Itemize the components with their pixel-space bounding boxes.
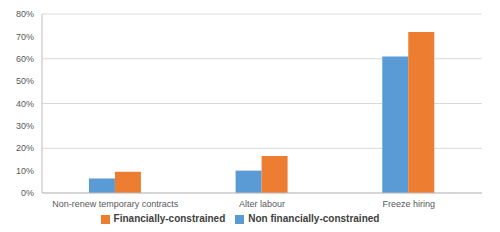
- svg-text:0%: 0%: [21, 188, 34, 198]
- html-text:Non financially-constrained: Non financially-constrained: [248, 213, 380, 224]
- svg-text:10%: 10%: [16, 166, 34, 176]
- svg-text:40%: 40%: [16, 99, 34, 109]
- svg-text:60%: 60%: [16, 54, 34, 64]
- svg-text:Freeze hiring: Freeze hiring: [382, 199, 435, 209]
- svg-text:20%: 20%: [16, 143, 34, 153]
- svg-text:70%: 70%: [16, 32, 34, 42]
- svg-text:50%: 50%: [16, 76, 34, 86]
- html-text:Financially-constrained: Financially-constrained: [113, 213, 226, 224]
- svg-text:80%: 80%: [16, 9, 34, 19]
- svg-text:30%: 30%: [16, 121, 34, 131]
- svg-text:Alter labour: Alter labour: [239, 199, 285, 209]
- svg-text:Non-renew temporary contracts: Non-renew temporary contracts: [52, 199, 179, 209]
